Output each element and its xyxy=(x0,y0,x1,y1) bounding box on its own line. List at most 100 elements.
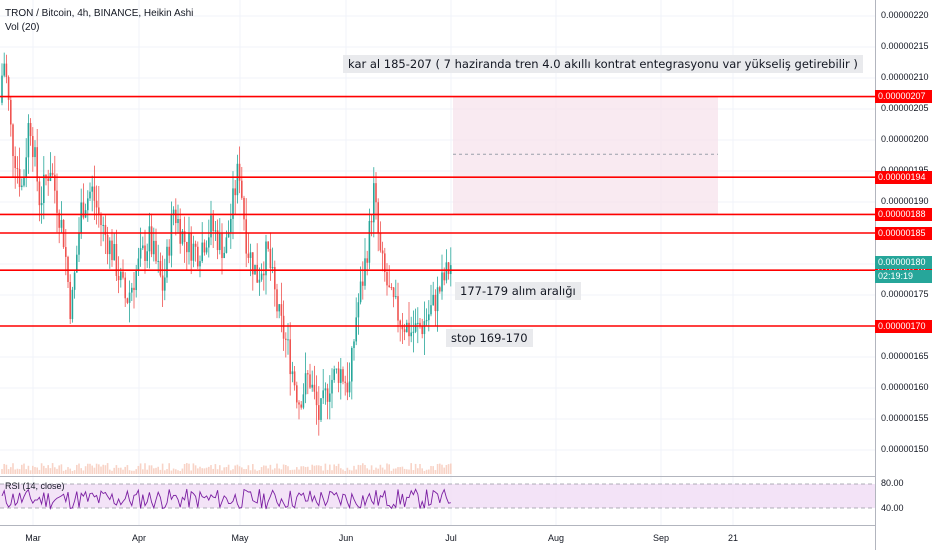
volume-bar xyxy=(205,467,208,474)
candle-body xyxy=(276,289,278,312)
volume-bar xyxy=(78,463,80,474)
volume-bar xyxy=(304,466,307,474)
candle-body xyxy=(3,63,5,76)
candle-body xyxy=(247,253,250,258)
time-tick-label: Mar xyxy=(25,533,41,543)
candle-body xyxy=(417,322,419,324)
price-tick-label: 0.00000195 xyxy=(881,165,929,175)
volume-bar xyxy=(298,469,300,474)
candle-body xyxy=(359,281,362,303)
candle-body xyxy=(370,220,373,223)
time-tick-label: 21 xyxy=(727,533,739,543)
target-zone-rect xyxy=(453,96,718,215)
rsi-tick-40: 40.00 xyxy=(881,503,904,513)
volume-label[interactable]: Vol (20) xyxy=(5,22,40,33)
candle-body xyxy=(377,202,379,234)
volume-bar xyxy=(379,464,382,474)
rsi-label[interactable]: RSI (14, close) xyxy=(5,481,65,491)
candle-body xyxy=(150,226,153,255)
volume-bar xyxy=(230,470,232,474)
volume-bar xyxy=(100,466,102,474)
candle-body xyxy=(245,219,247,254)
candle-body xyxy=(337,368,340,383)
candle-body xyxy=(137,258,140,271)
candle-body xyxy=(434,294,437,312)
volume-bar xyxy=(410,463,412,474)
candle-body xyxy=(177,218,179,224)
candle-body xyxy=(18,169,21,188)
volume-bar xyxy=(351,470,353,474)
candle-body xyxy=(324,388,327,391)
volume-bar xyxy=(252,464,254,474)
volume-bar xyxy=(430,465,432,474)
candle-body xyxy=(170,214,173,256)
volume-bar xyxy=(318,465,320,474)
volume-bar xyxy=(54,467,56,474)
chart-title[interactable]: TRON / Bitcoin, 4h, BINANCE, Heikin Ashi xyxy=(5,8,194,19)
time-tick-label: Apr xyxy=(131,533,147,543)
volume-bar xyxy=(331,470,333,474)
volume-bar xyxy=(287,466,289,474)
volume-bar xyxy=(115,465,118,474)
volume-bar xyxy=(293,469,296,474)
volume-bar xyxy=(232,469,234,474)
candle-body xyxy=(82,202,85,218)
candle-body xyxy=(381,250,384,254)
volume-bar xyxy=(414,463,417,474)
candle-body xyxy=(403,329,406,333)
candle-body xyxy=(227,232,230,238)
volume-bar xyxy=(84,466,87,474)
candle-body xyxy=(223,252,225,259)
volume-bar xyxy=(43,465,45,474)
candle-body xyxy=(21,185,23,188)
volume-bar xyxy=(329,464,331,474)
volume-bar xyxy=(258,470,261,474)
candle-body xyxy=(205,247,208,253)
volume-bar xyxy=(14,469,16,474)
candle-body xyxy=(14,156,16,169)
volume-bar xyxy=(93,467,96,474)
candle-body xyxy=(71,289,74,320)
rsi-tick-80: 80.00 xyxy=(881,478,904,488)
candle-body xyxy=(238,163,241,181)
volume-bar xyxy=(436,463,439,474)
volume-bar xyxy=(21,464,23,474)
candle-body xyxy=(366,258,368,263)
volume-bar xyxy=(289,470,291,474)
candle-body xyxy=(1,75,3,103)
volume-bar xyxy=(170,470,173,474)
volume-bar xyxy=(159,469,162,474)
candle-body xyxy=(212,215,214,232)
volume-bar xyxy=(249,470,252,474)
candle-body xyxy=(23,176,25,186)
candle-body xyxy=(322,390,324,399)
level-tag: 0.00000194 xyxy=(875,170,932,184)
volume-bar xyxy=(124,466,126,474)
candle-body xyxy=(60,219,63,228)
volume-bar xyxy=(181,468,184,474)
volume-bar xyxy=(25,469,27,474)
candle-body xyxy=(203,242,206,253)
volume-bar xyxy=(337,463,340,474)
volume-bar xyxy=(186,463,188,474)
candle-body xyxy=(313,384,316,392)
volume-bar xyxy=(29,470,32,474)
candle-body xyxy=(311,384,313,388)
volume-bar xyxy=(7,469,10,474)
volume-bar xyxy=(362,463,364,474)
buy-range-note: 177-179 alım aralığı xyxy=(455,282,581,300)
volume-bar xyxy=(106,463,109,474)
candle-body xyxy=(318,405,320,420)
level-tag: 0.00000185 xyxy=(875,226,932,240)
candle-body xyxy=(58,212,60,228)
candle-body xyxy=(12,124,14,157)
candle-body xyxy=(443,272,445,281)
candle-body xyxy=(236,163,239,196)
volume-bar xyxy=(353,465,355,474)
plot-background xyxy=(0,0,875,550)
volume-bar xyxy=(177,470,179,474)
volume-bar xyxy=(216,469,219,474)
volume-bar xyxy=(102,464,104,474)
candle-body xyxy=(25,157,27,177)
volume-bar xyxy=(340,468,342,474)
